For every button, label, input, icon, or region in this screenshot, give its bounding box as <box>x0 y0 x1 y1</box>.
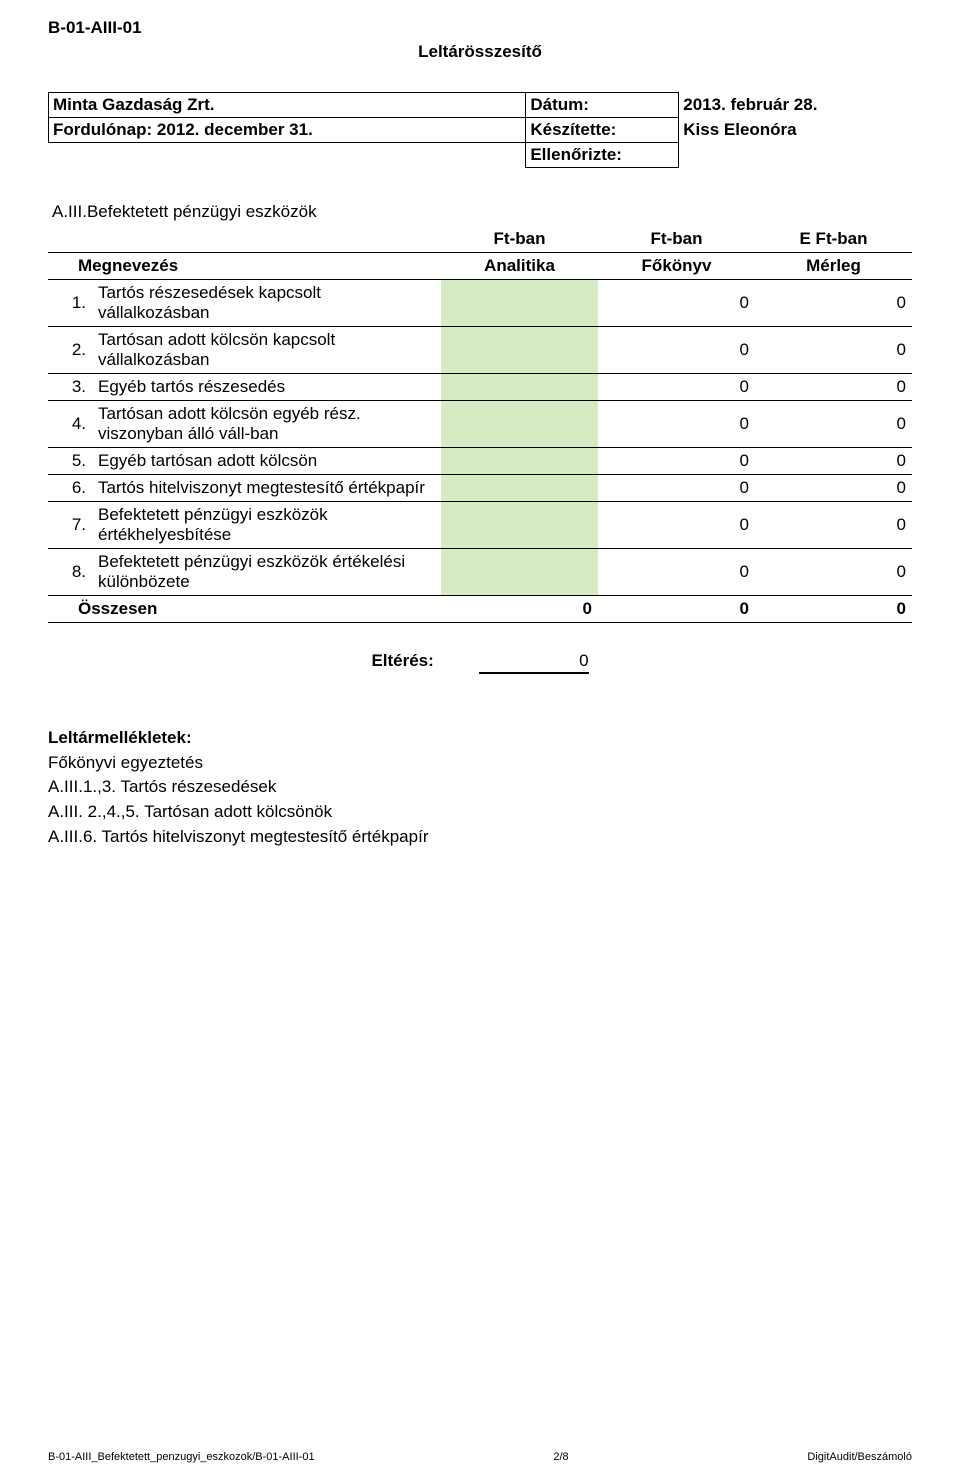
row-num: 8. <box>48 549 92 596</box>
header-row: Ellenőrizte: <box>49 143 912 168</box>
attachments-heading: Leltármellékletek: <box>48 726 912 751</box>
header-table: Minta Gazdaság Zrt. Dátum: 2013. február… <box>48 92 912 168</box>
footer-left: B-01-AIII_Befektetett_penzugyi_eszkozok/… <box>48 1451 315 1463</box>
prepared-by-value: Kiss Eleonóra <box>679 118 912 143</box>
row-analitika <box>441 549 598 596</box>
empty-cell <box>49 143 526 168</box>
unit-fokonyv: Ft-ban <box>598 226 755 253</box>
row-fokonyv: 0 <box>598 502 755 549</box>
units-row: Ft-ban Ft-ban E Ft-ban <box>48 226 912 253</box>
row-merleg: 0 <box>755 401 912 448</box>
row-num: 5. <box>48 448 92 475</box>
footer-right: DigitAudit/Beszámoló <box>807 1451 912 1463</box>
unit-merleg: E Ft-ban <box>755 226 912 253</box>
row-merleg: 0 <box>755 448 912 475</box>
table-row: 7. Befektetett pénzügyi eszközök értékhe… <box>48 502 912 549</box>
prepared-by-label: Készítette: <box>526 118 679 143</box>
difference-label: Eltérés: <box>371 651 433 671</box>
col-fokonyv: Főkönyv <box>598 253 755 280</box>
row-fokonyv: 0 <box>598 327 755 374</box>
col-analitika: Analitika <box>441 253 598 280</box>
row-analitika <box>441 280 598 327</box>
row-desc: Tartósan adott kölcsön kapcsolt vállalko… <box>92 327 441 374</box>
row-analitika <box>441 448 598 475</box>
row-merleg: 0 <box>755 327 912 374</box>
total-row: Összesen 0 0 0 <box>48 596 912 623</box>
row-num: 2. <box>48 327 92 374</box>
row-desc: Tartós hitelviszonyt megtestesítő értékp… <box>92 475 441 502</box>
row-desc: Egyéb tartós részesedés <box>92 374 441 401</box>
row-desc: Befektetett pénzügyi eszközök értékhelye… <box>92 502 441 549</box>
date-value: 2013. február 28. <box>679 93 912 118</box>
row-merleg: 0 <box>755 475 912 502</box>
data-table: Ft-ban Ft-ban E Ft-ban Megnevezés Analit… <box>48 226 912 623</box>
checked-by-value <box>679 143 912 168</box>
attachment-line: A.III.6. Tartós hitelviszonyt megtestesí… <box>48 825 912 850</box>
table-row: 5. Egyéb tartósan adott kölcsön 0 0 <box>48 448 912 475</box>
company-name: Minta Gazdaság Zrt. <box>49 93 526 118</box>
row-analitika <box>441 327 598 374</box>
attachment-line: A.III. 2.,4.,5. Tartósan adott kölcsönök <box>48 800 912 825</box>
checked-by-label: Ellenőrizte: <box>526 143 679 168</box>
row-desc: Befektetett pénzügyi eszközök értékelési… <box>92 549 441 596</box>
row-desc: Egyéb tartósan adott kölcsön <box>92 448 441 475</box>
table-row: 3. Egyéb tartós részesedés 0 0 <box>48 374 912 401</box>
header-row: Minta Gazdaság Zrt. Dátum: 2013. február… <box>49 93 912 118</box>
row-merleg: 0 <box>755 280 912 327</box>
row-merleg: 0 <box>755 502 912 549</box>
row-fokonyv: 0 <box>598 475 755 502</box>
document-code: B-01-AIII-01 <box>48 18 912 38</box>
table-row: 6. Tartós hitelviszonyt megtestesítő ért… <box>48 475 912 502</box>
units-empty <box>48 226 441 253</box>
row-analitika <box>441 374 598 401</box>
total-merleg: 0 <box>755 596 912 623</box>
row-desc: Tartós részesedések kapcsolt vállalkozás… <box>92 280 441 327</box>
col-megnevezes: Megnevezés <box>48 253 441 280</box>
row-merleg: 0 <box>755 549 912 596</box>
section-heading: A.III.Befektetett pénzügyi eszközök <box>48 202 912 222</box>
row-analitika <box>441 502 598 549</box>
unit-analitika: Ft-ban <box>441 226 598 253</box>
attachment-line: Főkönyvi egyeztetés <box>48 751 912 776</box>
row-fokonyv: 0 <box>598 401 755 448</box>
col-merleg: Mérleg <box>755 253 912 280</box>
page: B-01-AIII-01 Leltárösszesítő Minta Gazda… <box>0 0 960 1473</box>
attachment-line: A.III.1.,3. Tartós részesedések <box>48 775 912 800</box>
balance-date: Fordulónap: 2012. december 31. <box>49 118 526 143</box>
row-num: 4. <box>48 401 92 448</box>
row-analitika <box>441 401 598 448</box>
total-analitika: 0 <box>441 596 598 623</box>
row-analitika <box>441 475 598 502</box>
page-footer: B-01-AIII_Befektetett_penzugyi_eszkozok/… <box>48 1451 912 1463</box>
row-fokonyv: 0 <box>598 280 755 327</box>
row-num: 3. <box>48 374 92 401</box>
attachments: Leltármellékletek: Főkönyvi egyeztetés A… <box>48 726 912 849</box>
row-num: 1. <box>48 280 92 327</box>
total-fokonyv: 0 <box>598 596 755 623</box>
row-fokonyv: 0 <box>598 374 755 401</box>
difference-row: Eltérés: 0 <box>48 651 912 674</box>
footer-center: 2/8 <box>553 1451 568 1463</box>
header-row: Megnevezés Analitika Főkönyv Mérleg <box>48 253 912 280</box>
table-row: 2. Tartósan adott kölcsön kapcsolt válla… <box>48 327 912 374</box>
header-row: Fordulónap: 2012. december 31. Készített… <box>49 118 912 143</box>
table-row: 1. Tartós részesedések kapcsolt vállalko… <box>48 280 912 327</box>
row-fokonyv: 0 <box>598 549 755 596</box>
row-fokonyv: 0 <box>598 448 755 475</box>
row-num: 6. <box>48 475 92 502</box>
date-label: Dátum: <box>526 93 679 118</box>
table-row: 8. Befektetett pénzügyi eszközök értékel… <box>48 549 912 596</box>
total-label: Összesen <box>48 596 441 623</box>
page-title: Leltárösszesítő <box>48 42 912 62</box>
row-desc: Tartósan adott kölcsön egyéb rész. viszo… <box>92 401 441 448</box>
difference-value: 0 <box>479 651 589 674</box>
row-merleg: 0 <box>755 374 912 401</box>
table-row: 4. Tartósan adott kölcsön egyéb rész. vi… <box>48 401 912 448</box>
row-num: 7. <box>48 502 92 549</box>
